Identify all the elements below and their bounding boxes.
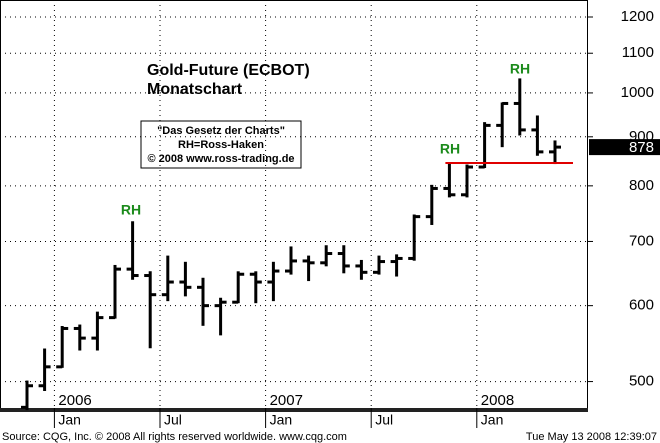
year-label: 2006: [58, 392, 91, 409]
y-tick-label: 800: [629, 177, 654, 194]
note-line: RH=Ross-Haken: [178, 139, 264, 151]
x-axis-band: [0, 408, 588, 412]
y-tick-label: 1200: [621, 8, 654, 25]
last-price-label: 878: [629, 139, 654, 156]
annotation: RH: [121, 202, 141, 218]
x-tick-label: Jan: [270, 412, 293, 428]
note-line: © 2008 www.ross-trading.de: [147, 153, 294, 165]
x-tick-label: Jul: [164, 412, 182, 428]
annotation: RH: [510, 61, 530, 77]
annotation: RH: [440, 141, 460, 157]
x-tick-label: Jan: [481, 412, 504, 428]
timestamp: Tue May 13 2008 12:39:07: [526, 431, 657, 443]
y-tick-label: 600: [629, 297, 654, 314]
y-tick-label: 500: [629, 373, 654, 390]
chart-subtitle: Monatschart: [147, 81, 243, 98]
y-tick-label: 700: [629, 232, 654, 249]
note-box: [140, 120, 302, 169]
x-tick-label: Jan: [58, 412, 81, 428]
last-price-box: [589, 139, 660, 156]
y-tick-label: 1000: [621, 84, 654, 101]
year-label: 2007: [270, 392, 303, 409]
x-tick-label: Jul: [375, 412, 393, 428]
year-label: 2008: [481, 392, 514, 409]
source: Source: CQG, Inc. © 2008 All rights rese…: [2, 431, 347, 443]
chart-title: Gold-Future (ECBOT): [147, 62, 310, 79]
note-line: "Das Gesetz der Charts": [157, 125, 285, 137]
y-tick-label: 1100: [622, 44, 654, 61]
